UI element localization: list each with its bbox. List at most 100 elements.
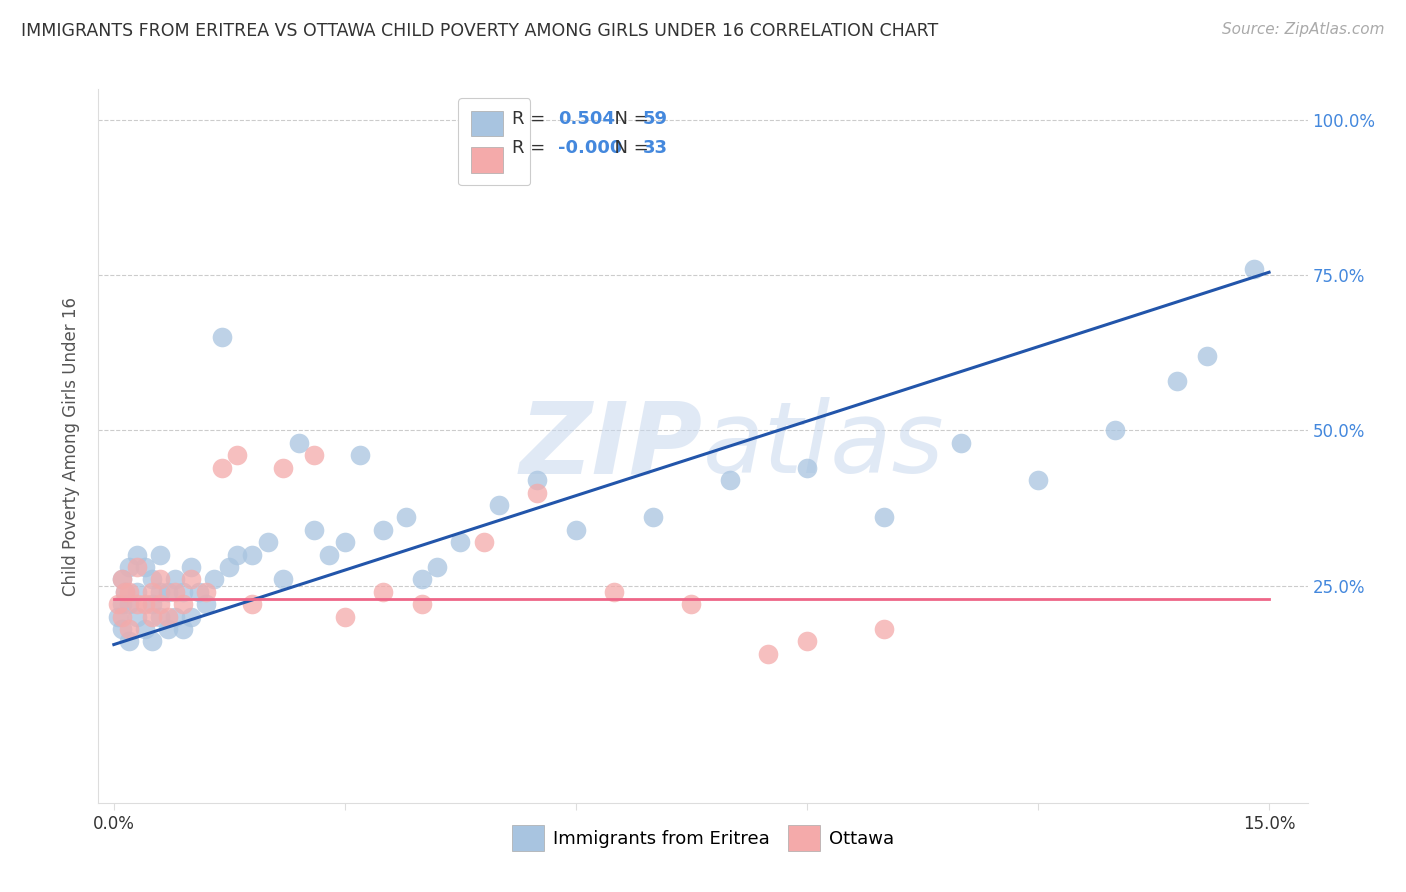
Point <box>373 523 395 537</box>
Point <box>180 609 202 624</box>
Point <box>195 584 218 599</box>
Point <box>149 597 172 611</box>
Point <box>141 634 163 648</box>
Point <box>218 560 240 574</box>
Point <box>411 597 433 611</box>
Point <box>271 573 294 587</box>
Point <box>302 448 325 462</box>
Point <box>603 584 626 599</box>
Point <box>873 622 896 636</box>
Point <box>118 597 141 611</box>
Point <box>118 634 141 648</box>
Point <box>156 622 179 636</box>
Point <box>114 584 136 599</box>
Point <box>180 573 202 587</box>
Point <box>141 584 163 599</box>
Point <box>1166 374 1188 388</box>
Point <box>226 548 249 562</box>
Point <box>395 510 418 524</box>
Point <box>149 609 172 624</box>
Point <box>287 436 309 450</box>
Point <box>1197 349 1219 363</box>
Text: -0.000: -0.000 <box>558 139 623 157</box>
Point <box>202 573 225 587</box>
Point <box>110 622 132 636</box>
Point <box>318 548 340 562</box>
Point <box>873 510 896 524</box>
Point <box>796 634 818 648</box>
Point <box>718 473 741 487</box>
Point <box>134 597 156 611</box>
Point <box>242 597 264 611</box>
Point <box>302 523 325 537</box>
Point <box>156 609 179 624</box>
Point <box>333 609 356 624</box>
Point <box>172 622 194 636</box>
Point <box>796 460 818 475</box>
Y-axis label: Child Poverty Among Girls Under 16: Child Poverty Among Girls Under 16 <box>62 296 80 596</box>
Point <box>125 597 148 611</box>
Point <box>165 584 187 599</box>
Point <box>349 448 371 462</box>
Point <box>125 584 148 599</box>
Point <box>134 560 156 574</box>
Point <box>426 560 449 574</box>
Point <box>149 548 172 562</box>
Legend: Immigrants from Eritrea, Ottawa: Immigrants from Eritrea, Ottawa <box>505 818 901 858</box>
Point <box>411 573 433 587</box>
Point <box>172 584 194 599</box>
Point <box>195 597 218 611</box>
Point <box>211 330 233 344</box>
Point <box>1243 262 1265 277</box>
Point <box>165 573 187 587</box>
Point <box>565 523 588 537</box>
Point <box>526 473 548 487</box>
Point <box>118 622 141 636</box>
Text: atlas: atlas <box>703 398 945 494</box>
Point <box>141 609 163 624</box>
Point <box>125 548 148 562</box>
Point <box>110 573 132 587</box>
Point <box>641 510 664 524</box>
Text: ZIP: ZIP <box>520 398 703 494</box>
Point <box>681 597 703 611</box>
Text: N =: N = <box>603 139 654 157</box>
Point <box>110 573 132 587</box>
Point <box>172 597 194 611</box>
Point <box>950 436 973 450</box>
Text: 0.504: 0.504 <box>558 111 614 128</box>
Point <box>180 560 202 574</box>
Point <box>141 573 163 587</box>
Point <box>149 573 172 587</box>
Point <box>187 584 209 599</box>
Point <box>118 584 141 599</box>
Text: Source: ZipAtlas.com: Source: ZipAtlas.com <box>1222 22 1385 37</box>
Point <box>141 597 163 611</box>
Point <box>226 448 249 462</box>
Point <box>125 560 148 574</box>
Point <box>125 609 148 624</box>
Point <box>107 609 129 624</box>
Point <box>165 609 187 624</box>
Point <box>1026 473 1049 487</box>
Point <box>107 597 129 611</box>
Point <box>449 535 471 549</box>
Point <box>114 584 136 599</box>
Point <box>149 584 172 599</box>
Text: IMMIGRANTS FROM ERITREA VS OTTAWA CHILD POVERTY AMONG GIRLS UNDER 16 CORRELATION: IMMIGRANTS FROM ERITREA VS OTTAWA CHILD … <box>21 22 938 40</box>
Point <box>526 485 548 500</box>
Point <box>118 560 141 574</box>
Point <box>472 535 495 549</box>
Point <box>156 584 179 599</box>
Point <box>373 584 395 599</box>
Text: R =: R = <box>512 139 551 157</box>
Text: R =: R = <box>512 111 551 128</box>
Point <box>110 597 132 611</box>
Text: 59: 59 <box>643 111 668 128</box>
Point <box>488 498 510 512</box>
Point <box>758 647 780 661</box>
Point <box>134 622 156 636</box>
Point <box>257 535 280 549</box>
Point <box>1104 424 1126 438</box>
Text: N =: N = <box>603 111 654 128</box>
